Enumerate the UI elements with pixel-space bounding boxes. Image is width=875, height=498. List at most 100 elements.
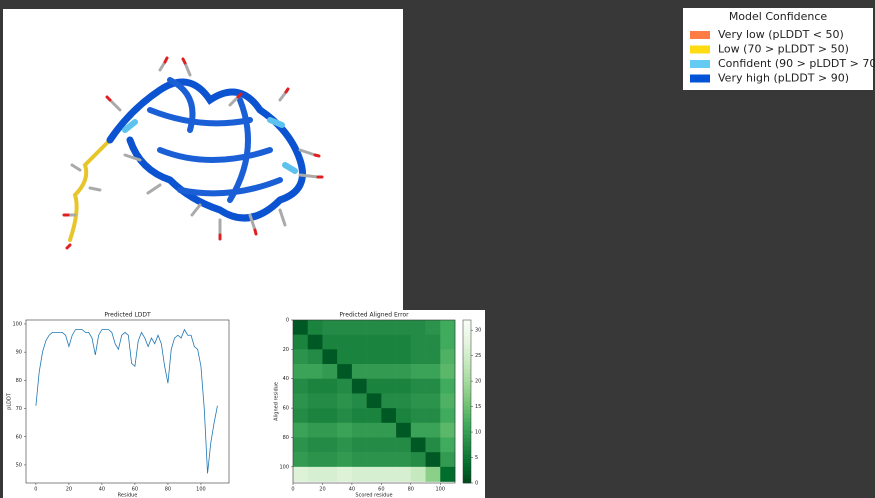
legend-label: Confident (90 > pLDDT > 70) (718, 57, 875, 70)
pae-cell (351, 466, 367, 482)
pae-cell (440, 452, 456, 468)
pae-cell (337, 452, 353, 468)
pae-cell (337, 408, 353, 424)
colorbar-step (463, 401, 471, 406)
pae-cell (425, 349, 441, 365)
pae-cell (322, 466, 338, 482)
pae-cell (366, 378, 382, 394)
y-tick-label: 80 (283, 435, 289, 441)
x-tick-label: 0 (34, 487, 37, 493)
pae-cell (396, 349, 412, 365)
pae-cell (293, 393, 309, 409)
pae-cell (425, 320, 441, 335)
colorbar-step (463, 405, 471, 410)
strand-low (68, 138, 112, 242)
pae-cell (410, 393, 426, 409)
pae-cell (396, 408, 412, 424)
pae-cell (337, 378, 353, 394)
chart-title: Predicted Aligned Error (339, 312, 409, 319)
legend-swatch (690, 60, 710, 68)
pae-cell (307, 408, 323, 424)
pae-cell (337, 466, 353, 482)
colorbar-step (463, 381, 471, 386)
y-tick-label: 100 (12, 321, 22, 327)
colorbar-step (463, 328, 471, 333)
pae-cell (366, 408, 382, 424)
pae-cell (440, 466, 456, 482)
pae-cell (293, 408, 309, 424)
pae-cell (351, 437, 367, 453)
pae-cell (337, 320, 353, 335)
colorbar-label: 15 (475, 404, 481, 410)
legend-box (683, 8, 873, 90)
colorbar-step (463, 478, 471, 484)
colorbar-step (463, 344, 471, 349)
pae-cell (307, 378, 323, 394)
pae-cell (440, 422, 456, 438)
pae-cell (307, 466, 323, 482)
legend-swatch (690, 74, 710, 83)
y-tick-label: 40 (283, 376, 289, 382)
legend-swatch (690, 45, 710, 54)
y-axis-label: Aligned residue (274, 382, 280, 421)
pae-cell (410, 320, 426, 335)
pae-cell (396, 422, 412, 438)
colorbar-step (463, 466, 471, 472)
colorbar-step (463, 372, 471, 378)
colorbar-label: 30 (475, 328, 481, 334)
colorbar-step (463, 462, 471, 467)
y-tick-label: 60 (283, 406, 289, 412)
pae-cell (381, 378, 397, 394)
pae-cell (396, 437, 412, 453)
pae-cell (396, 452, 412, 468)
pae-cell (366, 466, 382, 482)
pae-cell (410, 349, 426, 365)
colorbar-step (463, 409, 471, 415)
colorbar-step (463, 454, 471, 459)
chart-title: Predicted LDDT (104, 312, 151, 319)
pae-cell (337, 334, 353, 350)
x-tick-label: 20 (319, 487, 325, 493)
pae-cell (410, 378, 426, 394)
plot-frame (25, 319, 230, 484)
legend-swatch (690, 31, 710, 39)
pae-cell (337, 437, 353, 453)
y-tick-label: 100 (279, 464, 289, 470)
colorbar-step (463, 360, 471, 366)
ribbon (147, 77, 283, 203)
pae-cell (307, 422, 323, 438)
pae-cell (381, 393, 397, 409)
legend-title: Model Confidence (729, 10, 828, 23)
x-tick-label: 80 (408, 487, 414, 493)
pae-cell (307, 437, 323, 453)
pae-cell (351, 452, 367, 468)
colorbar-step (463, 340, 471, 345)
pae-cell (425, 408, 441, 424)
colorbar-step (463, 450, 471, 455)
x-tick-label: 20 (66, 487, 72, 493)
pae-cell (410, 452, 426, 468)
pae-cell (410, 466, 426, 482)
colorbar-step (463, 446, 471, 451)
colorbar-step (463, 393, 471, 398)
pae-cell (337, 364, 353, 380)
pae-cell (425, 393, 441, 409)
pae-cell (322, 349, 338, 365)
pae-cell (322, 437, 338, 453)
y-tick-label: 80 (16, 378, 22, 384)
pae-cell (396, 320, 412, 335)
pae-cell (366, 422, 382, 438)
pae-cell (293, 437, 309, 453)
pae-cell (440, 334, 456, 350)
colorbar-step (463, 364, 471, 370)
colorbar-label: 5 (475, 455, 478, 461)
y-axis-label: pLDDT (7, 392, 13, 410)
oxygen (62, 56, 324, 250)
pae-cell (440, 393, 456, 409)
pae-cell (351, 408, 367, 424)
colorbar-step (463, 320, 471, 325)
pae-cell (293, 378, 309, 394)
pae-cell (351, 378, 367, 394)
protein-structure (62, 56, 324, 250)
